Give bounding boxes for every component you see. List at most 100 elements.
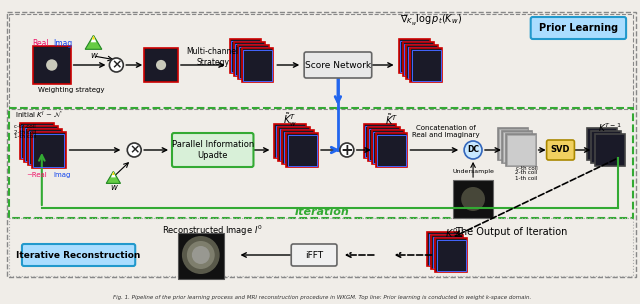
- Bar: [400, 40, 429, 71]
- Text: $\nabla_{K_w} \log p_t(K_w)$: $\nabla_{K_w} \log p_t(K_w)$: [400, 12, 463, 28]
- Text: ~Real: ~Real: [26, 172, 47, 178]
- Text: iFFT: iFFT: [305, 250, 323, 260]
- Text: SVD: SVD: [551, 146, 570, 154]
- FancyBboxPatch shape: [22, 244, 135, 266]
- Text: c-th coil: c-th coil: [516, 165, 538, 171]
- Text: Iterative Reconstruction: Iterative Reconstruction: [17, 250, 141, 260]
- Bar: [406, 45, 438, 79]
- Text: 2-th coil: 2-th coil: [14, 130, 36, 134]
- Bar: [408, 47, 436, 78]
- Text: Real: Real: [33, 39, 49, 47]
- Bar: [144, 48, 178, 82]
- Bar: [282, 130, 314, 164]
- Circle shape: [464, 141, 482, 159]
- Bar: [453, 180, 493, 218]
- Bar: [231, 40, 260, 71]
- FancyBboxPatch shape: [172, 133, 253, 167]
- Bar: [404, 43, 433, 74]
- Text: Concatenation of
Real and Imaginary: Concatenation of Real and Imaginary: [412, 126, 480, 139]
- Circle shape: [109, 58, 124, 72]
- Bar: [178, 233, 223, 279]
- Bar: [373, 132, 402, 163]
- Bar: [588, 128, 617, 160]
- Bar: [239, 47, 268, 78]
- Circle shape: [187, 241, 214, 269]
- Text: Undersample: Undersample: [452, 170, 494, 174]
- Bar: [234, 42, 266, 76]
- Bar: [435, 238, 467, 272]
- Bar: [284, 132, 312, 163]
- Bar: [33, 46, 70, 84]
- Bar: [428, 232, 459, 266]
- Polygon shape: [111, 171, 116, 178]
- Bar: [243, 50, 272, 81]
- Bar: [506, 134, 536, 166]
- FancyBboxPatch shape: [547, 140, 575, 160]
- Bar: [22, 125, 52, 157]
- Text: Reconstructed Image $I^0$: Reconstructed Image $I^0$: [163, 224, 263, 238]
- Text: Initial $K^I$ ~ $\mathcal{N}$: Initial $K^I$ ~ $\mathcal{N}$: [15, 109, 63, 121]
- Bar: [230, 39, 261, 73]
- Bar: [376, 133, 408, 167]
- Text: $K^0$: $K^0$: [445, 226, 458, 240]
- Bar: [372, 130, 403, 164]
- Text: 1-th coil: 1-th coil: [515, 175, 538, 181]
- Bar: [369, 129, 398, 160]
- Bar: [499, 129, 527, 159]
- Polygon shape: [106, 171, 120, 183]
- Bar: [368, 127, 399, 161]
- Text: $\tilde{K}^T$: $\tilde{K}^T$: [385, 112, 398, 127]
- Text: The Output of Iteration: The Output of Iteration: [454, 227, 567, 237]
- FancyBboxPatch shape: [304, 52, 372, 78]
- Polygon shape: [91, 35, 96, 42]
- Text: Fig. 1. Pipeline of the prior learning process and MRI reconstruction procedure : Fig. 1. Pipeline of the prior learning p…: [113, 295, 531, 299]
- Text: Score Network: Score Network: [305, 60, 371, 70]
- Text: 2-th coil: 2-th coil: [515, 171, 538, 175]
- FancyBboxPatch shape: [531, 17, 626, 39]
- Text: $K^{T-1}$: $K^{T-1}$: [598, 122, 622, 134]
- Text: Multi-channel
Strategy: Multi-channel Strategy: [187, 47, 239, 67]
- Bar: [412, 50, 441, 81]
- Bar: [275, 124, 306, 158]
- Bar: [241, 48, 273, 82]
- Bar: [503, 132, 531, 162]
- Polygon shape: [92, 35, 95, 40]
- Bar: [429, 233, 458, 264]
- Bar: [286, 133, 318, 167]
- Text: $\tilde{K}_w^T$: $\tilde{K}_w^T$: [284, 111, 297, 129]
- Text: +: +: [340, 143, 353, 158]
- Bar: [364, 124, 396, 158]
- Polygon shape: [85, 35, 102, 49]
- Bar: [502, 131, 532, 163]
- Circle shape: [340, 143, 354, 157]
- Bar: [235, 43, 264, 74]
- Bar: [32, 132, 66, 168]
- Bar: [26, 127, 56, 161]
- Text: Prior Learning: Prior Learning: [539, 23, 618, 33]
- Text: Iteration: Iteration: [294, 207, 349, 217]
- Bar: [507, 135, 534, 165]
- Bar: [595, 134, 625, 166]
- Text: ×: ×: [129, 143, 140, 157]
- Circle shape: [182, 236, 220, 274]
- Bar: [28, 129, 61, 165]
- Text: w: w: [90, 50, 97, 60]
- FancyBboxPatch shape: [291, 244, 337, 266]
- Bar: [431, 235, 463, 269]
- Bar: [436, 240, 466, 271]
- Bar: [365, 126, 394, 157]
- Circle shape: [156, 60, 166, 70]
- Text: 1-th coil: 1-th coil: [14, 134, 36, 140]
- Bar: [433, 237, 461, 268]
- Bar: [20, 123, 54, 159]
- Polygon shape: [112, 171, 115, 175]
- Bar: [410, 48, 442, 82]
- Bar: [29, 130, 60, 164]
- Bar: [237, 45, 269, 79]
- Bar: [377, 134, 406, 165]
- Bar: [278, 127, 310, 161]
- Circle shape: [127, 143, 141, 157]
- Text: Imag: Imag: [53, 39, 72, 47]
- Bar: [276, 126, 305, 157]
- Text: w: w: [110, 184, 117, 192]
